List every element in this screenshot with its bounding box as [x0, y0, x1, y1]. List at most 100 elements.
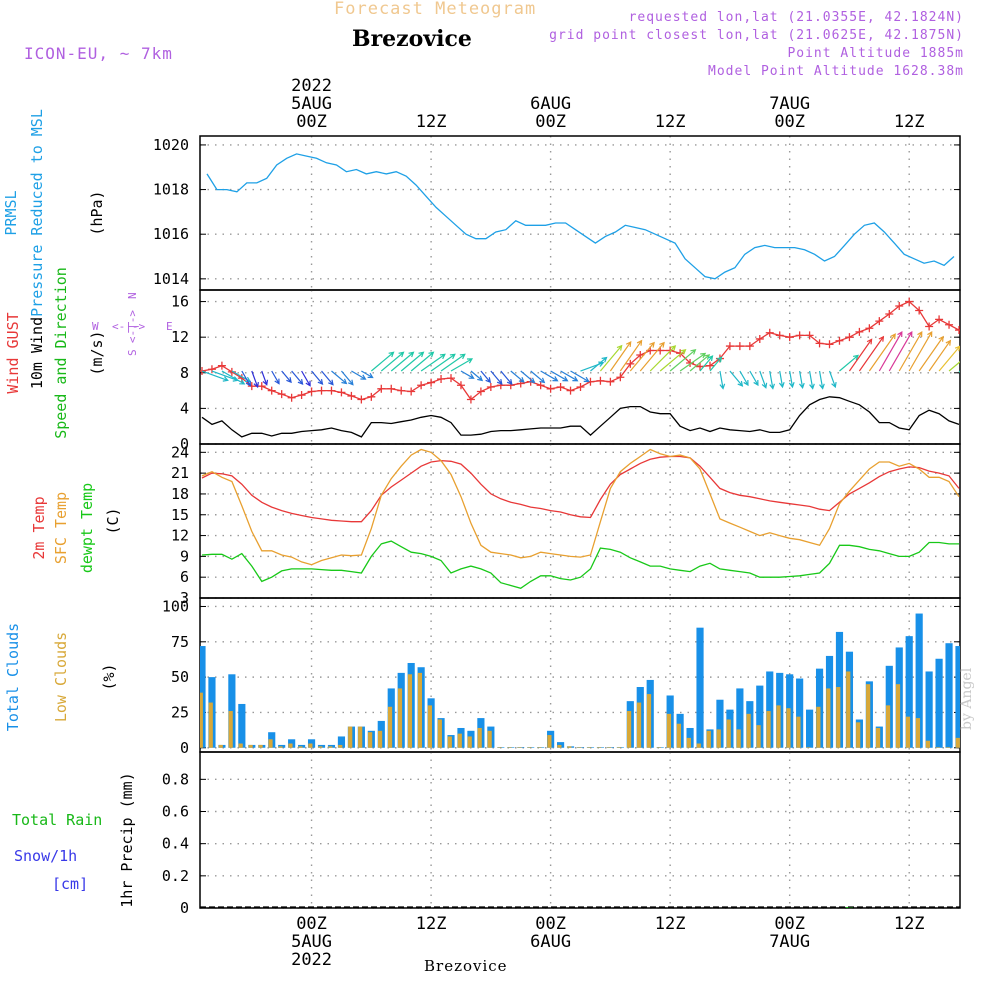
precipitation-marks	[200, 906, 960, 908]
wind-direction-arrow	[639, 341, 665, 372]
gust-marker	[596, 376, 605, 385]
clouds-bar-low	[208, 702, 213, 748]
ylabel-pressure-1: Pressure Reduced to MSL	[28, 109, 46, 317]
clouds-bar-total	[945, 643, 953, 748]
y-tick-label: 0.2	[162, 867, 189, 885]
gust-marker	[437, 375, 446, 384]
gust-marker	[696, 362, 705, 371]
gust-marker	[925, 322, 934, 331]
station-name: Brezovice	[352, 26, 472, 52]
top-time-label: 6AUG	[530, 94, 571, 114]
wind-direction-arrow	[778, 370, 785, 389]
temperature-frame	[199, 443, 961, 599]
y-tick-label: 75	[171, 633, 189, 651]
ylabel-clouds-1: Low Clouds	[52, 632, 70, 722]
wind-direction-arrow	[719, 370, 726, 390]
wind-series-line-1	[201, 396, 960, 438]
clouds-bar-low	[756, 725, 761, 748]
wind-direction-arrow	[669, 348, 697, 372]
clouds-bar-low	[437, 719, 442, 748]
wind-direction-arrow	[221, 370, 246, 385]
top-time-label: 00Z	[535, 112, 566, 132]
clouds-bar-low	[318, 746, 323, 748]
precipitation-panel: 0 0.2 0.4 0.6 0.8 1hr Precip (mm) Total Rain Sn…	[12, 751, 961, 917]
gust-marker	[267, 386, 276, 395]
precipitation-frame	[199, 751, 961, 909]
gust-marker	[377, 384, 386, 393]
gust-marker	[327, 386, 336, 395]
wind-direction-arrow	[828, 370, 837, 389]
wind-direction-arrow	[709, 356, 723, 372]
gust-marker	[287, 393, 296, 402]
wind-direction-arrow	[470, 370, 484, 382]
clouds-bar-low	[517, 747, 522, 748]
clouds-bar-low	[676, 723, 682, 748]
unit-temperature: (C)	[104, 507, 122, 534]
bottom-time-label: 5AUG	[291, 932, 332, 952]
clouds-bar-low	[607, 747, 612, 748]
gust-marker	[955, 326, 960, 335]
clouds-bar-total	[337, 736, 346, 748]
wind-direction-arrow	[948, 361, 960, 372]
ylabel-temperature-0: 2m Temp	[30, 496, 48, 559]
gust-marker	[835, 336, 844, 345]
y-tick-label: 1018	[153, 181, 189, 199]
wind-direction-arrow	[888, 330, 913, 372]
gust-marker	[307, 387, 316, 396]
clouds-bar-low	[766, 711, 771, 748]
compass-n: N	[126, 292, 139, 299]
top-time-label: 12Z	[655, 112, 686, 132]
wind-direction-arrow	[480, 370, 492, 384]
gust-marker	[895, 302, 904, 311]
wind-direction-arrow	[908, 330, 933, 372]
clouds-bar-total	[796, 678, 804, 748]
gust-marker	[755, 334, 764, 343]
clouds-bar-low	[736, 729, 741, 748]
top-time-label: 5AUG	[291, 94, 332, 114]
clouds-bar-low	[358, 726, 363, 748]
wind-direction-arrow	[898, 330, 923, 372]
gust-marker	[875, 317, 884, 326]
clouds-bar-low	[646, 694, 652, 748]
model-altitude: Model Point Altitude 1628.38m	[708, 64, 964, 79]
clouds-bar-low	[746, 713, 751, 748]
gust-marker	[217, 361, 226, 370]
clouds-bar-low	[587, 747, 592, 748]
clouds-bar-low	[816, 706, 821, 748]
gust-marker	[745, 342, 754, 351]
temperature-marks	[201, 448, 960, 590]
clouds-bar-low	[268, 739, 273, 748]
clouds-bar-low	[846, 671, 851, 748]
legend--cm-: [cm]	[52, 875, 88, 893]
clouds-bar-low	[407, 674, 413, 748]
top-time-label: 12Z	[894, 112, 925, 132]
wind-direction-arrow	[261, 370, 269, 386]
wind-direction-arrow	[629, 341, 655, 372]
clouds-bar-low	[826, 688, 831, 748]
clouds-bar-low	[905, 716, 911, 748]
top-time-label: 12Z	[416, 112, 447, 132]
wind-direction-arrow	[878, 330, 903, 372]
wind-direction-arrow	[699, 355, 714, 372]
gust-marker	[566, 386, 575, 395]
wind-direction-arrow	[301, 370, 311, 387]
clouds-bar-low	[417, 672, 423, 748]
wind-direction-arrow	[729, 370, 744, 387]
wind-direction-arrow	[430, 353, 456, 372]
clouds-bar-low	[836, 687, 841, 748]
clouds-bar-low	[696, 743, 701, 748]
y-tick-label: 8	[180, 364, 189, 382]
wind-direction-arrow	[311, 370, 324, 385]
clouds-bar-low	[218, 744, 223, 748]
bottom-time-label: 6AUG	[530, 932, 571, 952]
y-tick-label: 6	[180, 568, 189, 586]
wind-direction-arrow	[281, 370, 292, 384]
wind-direction-arrow	[570, 370, 590, 383]
pressure-frame	[199, 135, 961, 291]
gust-marker	[317, 386, 326, 395]
wind-direction-arrow	[798, 370, 805, 389]
bottom-time-label: 00Z	[535, 914, 566, 934]
forecast-title: Forecast Meteogram	[334, 0, 537, 19]
wind-direction-arrow	[759, 370, 768, 389]
gust-marker	[417, 381, 426, 390]
